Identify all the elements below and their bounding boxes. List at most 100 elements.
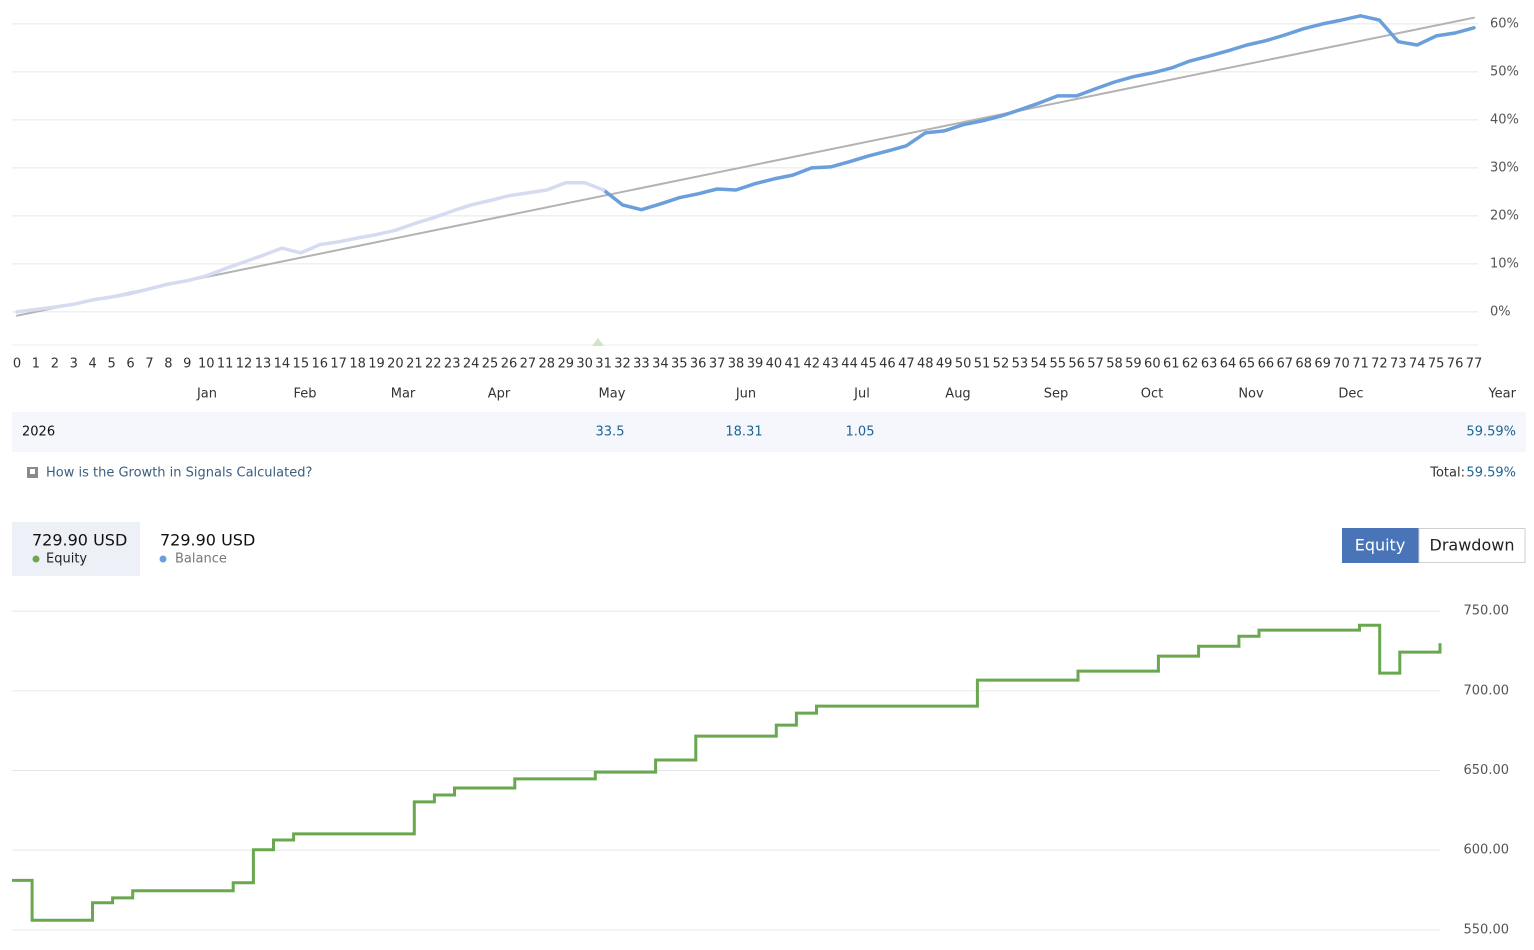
x-tick-label: 56 [1068,357,1085,372]
x-tick-label: 32 [614,357,631,372]
x-tick-label: 40 [766,357,783,372]
y-tick-label: 20% [1490,208,1519,223]
x-tick-label: 74 [1409,357,1426,372]
x-tick-label: 10 [198,357,215,372]
x-tick-label: 70 [1333,357,1350,372]
marker [592,338,604,346]
x-tick-label: 53 [1012,357,1029,372]
card-amount: 729.90 USD [160,531,255,550]
x-tick-label: 22 [425,357,442,372]
x-tick-label: 51 [974,357,991,372]
x-tick-label: 58 [1106,357,1123,372]
x-tick-label: 65 [1239,357,1256,372]
column-header: Jul [853,387,870,402]
total-label: Total: [1429,466,1465,481]
x-tick-label: 23 [444,357,461,372]
column-header: Apr [488,387,511,402]
y-tick-label: 550.00 [1464,922,1510,937]
x-tick-label: 12 [236,357,253,372]
x-tick-label: 28 [539,357,556,372]
equity-line [12,623,1442,922]
x-tick-label: 47 [898,357,915,372]
x-tick-label: 29 [557,357,574,372]
x-tick-label: 55 [1049,357,1066,372]
x-tick-label: 67 [1277,357,1294,372]
x-tick-label: 18 [349,357,366,372]
x-tick-label: 50 [955,357,972,372]
x-tick-label: 31 [595,357,612,372]
x-tick-label: 17 [330,357,347,372]
y-tick-label: 10% [1490,256,1519,271]
x-tick-label: 6 [126,357,134,372]
x-tick-label: 48 [917,357,934,372]
y-tick-label: 60% [1490,16,1519,31]
x-tick-label: 8 [164,357,172,372]
x-tick-label: 69 [1314,357,1331,372]
tab-label[interactable]: Drawdown [1430,536,1515,555]
x-tick-label: 30 [576,357,593,372]
x-tick-label: 46 [879,357,896,372]
column-header: Feb [293,387,316,402]
tab[interactable] [1418,528,1526,563]
x-tick-label: 49 [936,357,953,372]
y-tick-label: 0% [1490,304,1511,319]
x-tick-label: 54 [1031,357,1048,372]
column-header: Dec [1338,387,1363,402]
x-tick-label: 38 [728,357,745,372]
x-tick-label: 39 [747,357,764,372]
x-tick-label: 1 [32,357,40,372]
x-tick-label: 26 [501,357,518,372]
x-tick-label: 34 [652,357,669,372]
x-tick-label: 43 [822,357,839,372]
x-tick-label: 75 [1428,357,1445,372]
x-tick-label: 64 [1220,357,1237,372]
card-label: Balance [175,552,227,567]
table-cell: 59.59% [1466,425,1516,440]
x-tick-label: 42 [803,357,820,372]
x-tick-label: 77 [1466,357,1483,372]
x-tick-label: 68 [1295,357,1312,372]
y-tick-label: 650.00 [1464,763,1510,778]
x-tick-label: 59 [1125,357,1142,372]
x-tick-label: 35 [671,357,688,372]
y-tick-label: 50% [1490,64,1519,79]
x-tick-label: 4 [89,357,97,372]
x-tick-label: 21 [406,357,423,372]
column-header: Jun [735,387,756,402]
tab-label[interactable]: Equity [1355,536,1406,555]
x-tick-label: 25 [482,357,499,372]
y-tick-label: 700.00 [1464,683,1510,698]
y-tick-label: 40% [1490,112,1519,127]
x-tick-label: 20 [387,357,404,372]
x-tick-label: 5 [107,357,115,372]
x-tick-label: 11 [217,357,234,372]
column-header: Year [1487,387,1516,402]
card-amount: 729.90 USD [32,531,127,550]
x-tick-label: 19 [368,357,385,372]
x-tick-label: 41 [785,357,802,372]
y-tick-label: 750.00 [1464,604,1510,619]
x-tick-label: 2 [51,357,59,372]
x-tick-label: 16 [311,357,328,372]
trend-line [16,16,1475,317]
x-tick-label: 3 [70,357,78,372]
column-header: Nov [1238,387,1264,402]
column-header: Sep [1044,387,1069,402]
x-tick-label: 45 [860,357,877,372]
tab-active[interactable] [1342,528,1419,563]
x-tick-label: 57 [1087,357,1104,372]
x-tick-label: 76 [1447,357,1464,372]
card-bg [12,522,140,576]
table-cell: 33.5 [596,425,625,440]
x-tick-label: 66 [1258,357,1275,372]
x-tick-label: 9 [183,357,191,372]
help-link[interactable]: How is the Growth in Signals Calculated? [46,466,312,481]
x-tick-label: 14 [274,357,291,372]
x-tick-label: 0 [13,357,21,372]
y-tick-label: 600.00 [1464,843,1510,858]
x-tick-label: 24 [463,357,480,372]
y-tick-label: 30% [1490,160,1519,175]
table-cell: 1.05 [846,425,875,440]
